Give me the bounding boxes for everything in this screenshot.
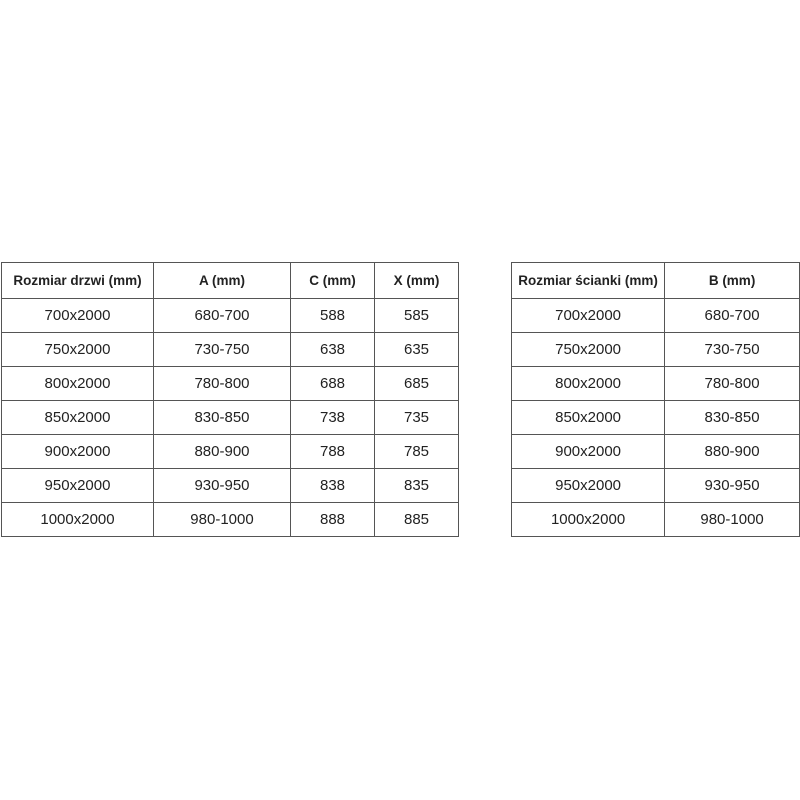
table-cell: 800x2000 [1,366,154,401]
header-row: Rozmiar ścianki (mm) B (mm) [510,262,800,299]
header-cell: A (mm) [153,262,291,299]
table-cell: 885 [374,502,459,537]
table-cell: 800x2000 [510,366,666,401]
table-cell: 888 [290,502,375,537]
table-cell: 830-850 [664,400,800,435]
table-row: 1000x2000 980-1000 [510,502,800,537]
panel-size-table: Rozmiar ścianki (mm) B (mm) 700x2000 680-70… [510,262,800,537]
table-row: 800x2000 780-800 [510,366,800,401]
table-cell: 750x2000 [510,332,666,367]
table-cell: 835 [374,468,459,503]
table-cell: 880-900 [664,434,800,469]
table-cell: 585 [374,298,459,333]
table-cell: 685 [374,366,459,401]
table-row: 750x2000 730-750 [510,332,800,367]
table-cell: 730-750 [153,332,291,367]
table-cell: 830-850 [153,400,291,435]
table-cell: 1000x2000 [1,502,154,537]
table-row: 700x2000 680-700 588 585 [1,298,459,333]
table-cell: 588 [290,298,375,333]
table-cell: 688 [290,366,375,401]
table-cell: 850x2000 [1,400,154,435]
door-size-table: Rozmiar drzwi (mm) A (mm) C (mm) X (mm) 700x… [1,262,459,537]
table-cell: 700x2000 [510,298,666,333]
table-cell: 735 [374,400,459,435]
table-row: 950x2000 930-950 [510,468,800,503]
table-cell: 950x2000 [1,468,154,503]
table-cell: 785 [374,434,459,469]
table-cell: 838 [290,468,375,503]
header-cell: B (mm) [664,262,800,299]
table-row: 750x2000 730-750 638 635 [1,332,459,367]
table-cell: 680-700 [664,298,800,333]
table-cell: 738 [290,400,375,435]
header-cell: C (mm) [290,262,375,299]
table-cell: 950x2000 [510,468,666,503]
table-cell: 930-950 [664,468,800,503]
table-cell: 780-800 [153,366,291,401]
table-cell: 980-1000 [153,502,291,537]
table-cell: 750x2000 [1,332,154,367]
table-cell: 680-700 [153,298,291,333]
table-cell: 900x2000 [1,434,154,469]
table-row: 950x2000 930-950 838 835 [1,468,459,503]
table-cell: 850x2000 [510,400,666,435]
table-row: 1000x2000 980-1000 888 885 [1,502,459,537]
table-row: 700x2000 680-700 [510,298,800,333]
table-cell: 780-800 [664,366,800,401]
table-row: 800x2000 780-800 688 685 [1,366,459,401]
table-row: 900x2000 880-900 788 785 [1,434,459,469]
table-cell: 930-950 [153,468,291,503]
table-row: 850x2000 830-850 738 735 [1,400,459,435]
table-cell: 880-900 [153,434,291,469]
table-cell: 788 [290,434,375,469]
table-row: 900x2000 880-900 [510,434,800,469]
table-cell: 730-750 [664,332,800,367]
header-cell: X (mm) [374,262,459,299]
header-row: Rozmiar drzwi (mm) A (mm) C (mm) X (mm) [1,262,459,299]
table-cell: 1000x2000 [510,502,666,537]
table-cell: 700x2000 [1,298,154,333]
table-cell: 635 [374,332,459,367]
table-row: 850x2000 830-850 [510,400,800,435]
header-cell: Rozmiar ścianki (mm) [510,262,666,299]
table-cell: 638 [290,332,375,367]
table-cell: 980-1000 [664,502,800,537]
header-cell: Rozmiar drzwi (mm) [1,262,154,299]
table-cell: 900x2000 [510,434,666,469]
